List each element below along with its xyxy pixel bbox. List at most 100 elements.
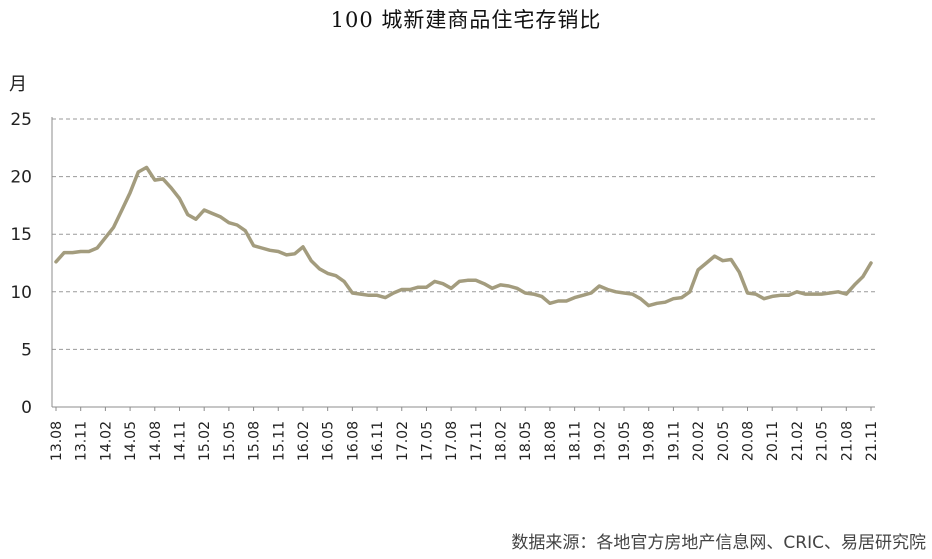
data-point — [327, 272, 329, 274]
data-point — [104, 237, 106, 239]
data-point — [804, 293, 806, 295]
data-point — [788, 294, 790, 296]
data-point — [228, 222, 230, 224]
data-point — [63, 251, 65, 253]
data-point — [771, 295, 773, 297]
data-point — [236, 224, 238, 226]
data-point — [112, 226, 114, 228]
data-point — [178, 197, 180, 199]
data-point — [219, 216, 221, 218]
data-point — [697, 269, 699, 271]
data-point — [648, 304, 650, 306]
data-point — [557, 300, 559, 302]
data-point — [302, 246, 304, 248]
x-tick-label: 17.05 — [419, 421, 435, 461]
data-point — [606, 288, 608, 290]
data-point — [195, 218, 197, 220]
data-point — [623, 292, 625, 294]
data-point — [121, 209, 123, 211]
x-tick-label: 14.05 — [123, 421, 139, 461]
data-point — [55, 261, 57, 263]
data-point — [401, 288, 403, 290]
data-point — [96, 247, 98, 249]
data-point — [541, 295, 543, 297]
gridlines — [52, 118, 875, 350]
x-tick-label: 19.11 — [666, 421, 682, 461]
data-point — [71, 251, 73, 253]
y-axis-unit-label: 月 — [9, 74, 27, 95]
data-point — [450, 287, 452, 289]
data-point — [615, 291, 617, 293]
data-point — [598, 285, 600, 287]
data-point — [368, 294, 370, 296]
data-point — [705, 262, 707, 264]
x-tick-label: 18.05 — [518, 421, 534, 461]
data-point — [359, 293, 361, 295]
data-point — [252, 245, 254, 247]
data-point — [80, 250, 82, 252]
data-point — [549, 302, 551, 304]
y-tick-labels: 0 5 10 15 20 25 — [10, 110, 32, 418]
x-tick-label: 14.11 — [172, 421, 188, 461]
x-tick-label: 21.11 — [864, 421, 880, 461]
data-point — [351, 292, 353, 294]
x-tick-label: 14.02 — [98, 421, 114, 461]
x-tick-label: 13.08 — [49, 421, 65, 461]
data-point — [582, 294, 584, 296]
data-point — [590, 292, 592, 294]
data-point — [681, 296, 683, 298]
data-point — [425, 286, 427, 288]
data-point — [162, 178, 164, 180]
data-point — [763, 298, 765, 300]
data-point — [738, 271, 740, 273]
x-tick-label: 18.02 — [494, 421, 510, 461]
data-point — [689, 291, 691, 293]
data-point — [318, 268, 320, 270]
data-point — [129, 192, 131, 194]
data-point — [285, 254, 287, 256]
data-point — [565, 300, 567, 302]
x-tick-label: 16.08 — [345, 421, 361, 461]
data-point — [845, 293, 847, 295]
data-point — [170, 187, 172, 189]
x-tick-label: 20.02 — [691, 421, 707, 461]
data-point — [664, 301, 666, 303]
data-point — [475, 279, 477, 281]
y-tick-label: 5 — [21, 340, 32, 360]
data-point — [269, 249, 271, 251]
data-point — [722, 260, 724, 262]
x-tick-label: 14.08 — [148, 421, 164, 461]
data-point — [532, 293, 534, 295]
data-point — [656, 302, 658, 304]
data-point — [310, 260, 312, 262]
x-tick-label: 15.11 — [271, 421, 287, 461]
x-tick-labels: 13.08 13.11 14.02 14.05 14.08 14.11 15.02 15.05… — [49, 421, 880, 461]
x-tick-label: 16.05 — [321, 421, 337, 461]
data-point — [442, 283, 444, 285]
series — [54, 165, 873, 308]
data-point — [870, 262, 872, 264]
data-point — [483, 283, 485, 285]
y-tick-label: 25 — [10, 110, 32, 130]
x-tick-label: 20.08 — [741, 421, 757, 461]
data-point — [820, 293, 822, 295]
data-point — [187, 213, 189, 215]
x-tick-label: 17.11 — [469, 421, 485, 461]
data-point — [499, 284, 501, 286]
x-tick-label: 16.02 — [296, 421, 312, 461]
x-tick-label: 13.11 — [74, 421, 90, 461]
data-point — [755, 293, 757, 295]
data-point — [409, 288, 411, 290]
x-tick-label: 15.05 — [222, 421, 238, 461]
data-point — [862, 276, 864, 278]
x-tick-label: 20.11 — [765, 421, 781, 461]
data-point — [343, 280, 345, 282]
data-point — [631, 293, 633, 295]
x-tick-label: 18.08 — [543, 421, 559, 461]
x-tick-label: 21.05 — [815, 421, 831, 461]
data-point — [277, 250, 279, 252]
data-point — [203, 209, 205, 211]
data-point — [639, 298, 641, 300]
y-tick-label: 20 — [10, 168, 32, 188]
